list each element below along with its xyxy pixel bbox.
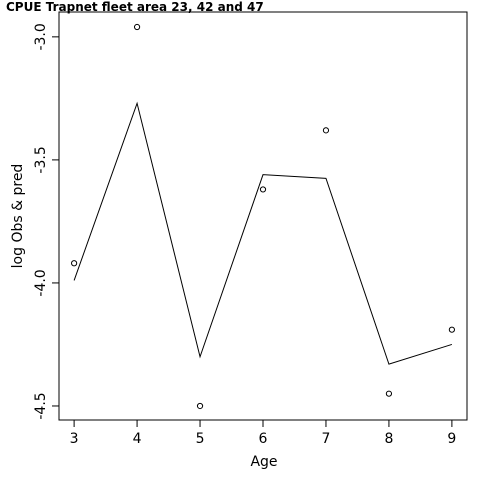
predicted-line: [73, 101, 453, 365]
x-tick-label: 3: [70, 431, 79, 447]
y-tick-label: -3.5: [33, 146, 49, 173]
y-axis-label: log Obs & pred: [10, 164, 26, 269]
observed-point: [196, 402, 204, 410]
x-tick-label: 9: [447, 431, 456, 447]
x-tick-label: 5: [196, 431, 205, 447]
x-tick-label: 6: [259, 431, 268, 447]
x-tick-label: 7: [322, 431, 331, 447]
y-tick-label: -4.5: [33, 392, 49, 419]
chart-title: CPUE Trapnet fleet area 23, 42 and 47: [6, 0, 264, 14]
x-tick-label: 8: [384, 431, 393, 447]
observed-point: [133, 23, 141, 31]
x-axis-label: Age: [250, 454, 277, 470]
observed-point: [71, 260, 78, 267]
x-tick-label: 4: [133, 431, 142, 447]
y-tick-label: -3.0: [33, 23, 49, 50]
observed-point: [385, 390, 393, 397]
x-axis: 3 4 5 6 7 8 9: [70, 420, 456, 447]
y-tick-label: -4.0: [33, 269, 49, 296]
observed-point: [259, 186, 267, 193]
y-axis: -3.0 -3.5 -4.0 -4.5: [33, 23, 59, 420]
observed-point: [448, 326, 455, 333]
observed-point: [322, 127, 330, 134]
series-layer: [71, 23, 455, 410]
